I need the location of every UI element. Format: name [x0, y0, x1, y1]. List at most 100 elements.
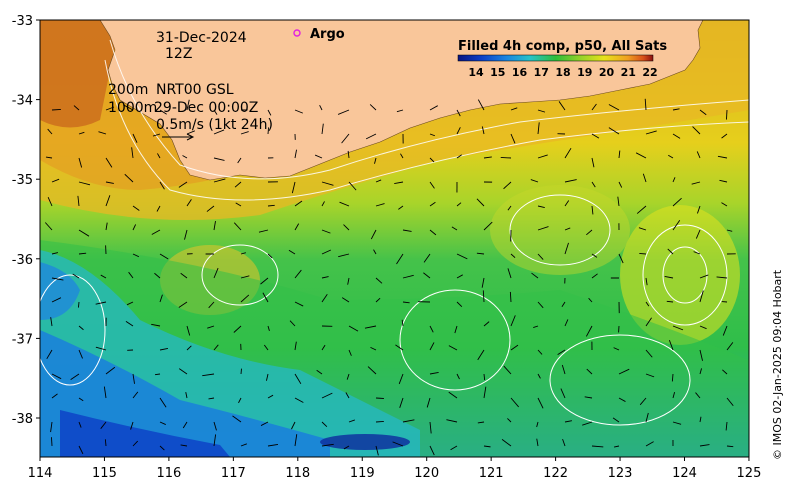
current-vector [159, 445, 165, 451]
current-vector [446, 419, 458, 423]
current-vector [613, 445, 620, 448]
current-vector [699, 349, 703, 361]
current-vector [130, 421, 134, 430]
current-vector [213, 220, 216, 231]
current-vector [266, 373, 269, 381]
current-vector [591, 181, 596, 188]
current-vector [321, 421, 328, 428]
colorbar-tick-label: 15 [490, 66, 505, 79]
current-vector [608, 104, 620, 111]
current-vector [185, 392, 188, 399]
current-vector [240, 294, 250, 303]
current-vector [691, 181, 701, 185]
current-vector [178, 301, 188, 308]
current-vector [347, 150, 350, 159]
current-vector [78, 349, 83, 359]
current-vector [396, 109, 404, 113]
date-label: 31-Dec-2024 [156, 30, 247, 46]
current-vector [375, 420, 384, 423]
current-vector [503, 365, 512, 375]
current-vector [481, 277, 485, 288]
current-vector [672, 133, 681, 139]
y-axis: -33 -34 -35 -36 -37 -38 [12, 14, 40, 427]
current-vector [151, 323, 161, 327]
current-vector [645, 130, 657, 135]
current-vector [267, 127, 270, 135]
current-vector [132, 391, 139, 399]
current-vector [481, 126, 485, 135]
current-vector [156, 205, 161, 212]
current-vector [699, 290, 704, 303]
current-vector [672, 392, 676, 399]
current-vector [159, 253, 169, 260]
current-vector [159, 294, 163, 303]
current-vector [70, 373, 80, 380]
current-vector [692, 126, 701, 135]
current-vector [321, 181, 334, 186]
current-vector [51, 393, 58, 399]
current-vector [180, 272, 188, 279]
current-vector [78, 397, 84, 402]
coldest-water [60, 410, 230, 457]
current-vector [402, 419, 415, 423]
current-vector [373, 249, 377, 255]
current-vector [319, 105, 323, 111]
current-vector [423, 253, 431, 263]
current-vector [345, 392, 350, 399]
current-vector [726, 445, 734, 448]
current-vector [585, 325, 593, 337]
x-tick-label: 123 [608, 466, 633, 481]
current-vector [456, 274, 463, 279]
current-vector [132, 224, 137, 231]
current-vectors [44, 98, 736, 456]
eddy-contour [642, 224, 728, 326]
current-vector [341, 133, 350, 144]
current-vector [260, 277, 269, 285]
cool-blue-west [40, 262, 80, 320]
contour-1000m [104, 59, 749, 201]
current-vector [186, 345, 192, 351]
current-vector [664, 276, 674, 279]
current-vector [370, 229, 377, 240]
current-vector [294, 397, 304, 403]
current-vector [51, 277, 64, 281]
current-vector [672, 325, 684, 331]
current-vector [558, 101, 566, 111]
current-vector [321, 229, 331, 234]
current-vector [347, 277, 350, 285]
current-vector [124, 173, 134, 183]
current-vector [591, 205, 594, 215]
current-vector [375, 297, 381, 303]
current-vector [618, 253, 624, 264]
current-vector [591, 103, 597, 111]
y-tick-label: -35 [12, 173, 33, 188]
current-vector [721, 202, 728, 207]
current-vector [132, 253, 140, 258]
current-vector [45, 156, 53, 159]
current-vector [564, 179, 577, 183]
y-tick-label: -34 [12, 94, 33, 109]
plot-frame [39, 19, 750, 458]
current-vector [365, 133, 377, 140]
current-vector [294, 200, 303, 207]
current-vector [78, 421, 82, 428]
current-vector [157, 153, 161, 159]
current-vector [44, 222, 53, 231]
current-vector [95, 301, 107, 305]
current-vector [51, 109, 61, 111]
current-vector [726, 109, 728, 120]
current-vector [132, 440, 139, 447]
current-vector [78, 157, 83, 168]
current-vector [426, 397, 431, 408]
current-vector [586, 368, 593, 375]
current-vector [454, 325, 458, 334]
current-vector [321, 344, 326, 351]
current-vector [370, 346, 377, 351]
current-vector [667, 248, 674, 255]
eddy-contour-mid [509, 194, 611, 266]
current-vector [699, 325, 707, 330]
current-vector [617, 196, 620, 207]
current-vector [294, 269, 302, 279]
current-vector [564, 200, 570, 207]
current-vector [125, 320, 134, 327]
